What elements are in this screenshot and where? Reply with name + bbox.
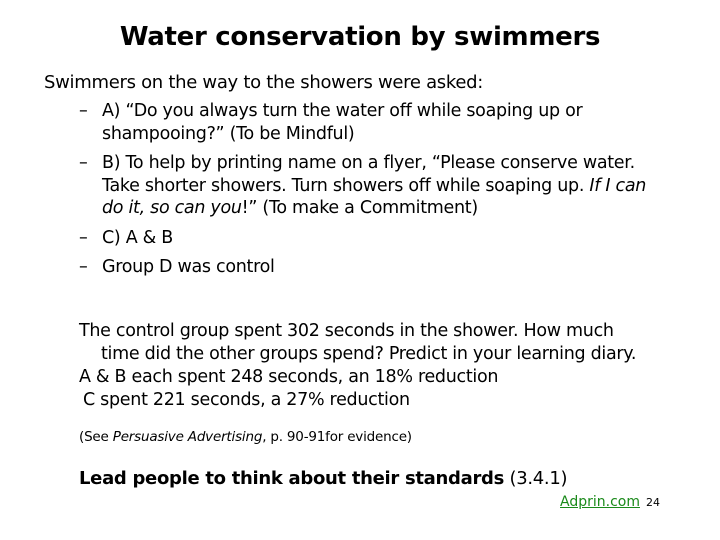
source-suffix: , p. 90-91for evidence) bbox=[262, 429, 412, 445]
item-b-line1: B) To help by printing name on a flyer, … bbox=[102, 153, 635, 173]
results-line3: A & B each spent 248 seconds, an 18% red… bbox=[79, 367, 499, 387]
bullet-dash: – bbox=[79, 101, 88, 121]
item-a-line2: shampooing?” (To be Mindful) bbox=[102, 123, 355, 144]
item-b-italic1: If I can bbox=[589, 175, 647, 196]
item-d-text: Group D was control bbox=[102, 257, 275, 277]
bullet-dash: – bbox=[79, 257, 88, 277]
condition-list: – A) “Do you always turn the water off w… bbox=[79, 100, 699, 286]
results-line1: The control group spent 302 seconds in t… bbox=[79, 321, 614, 341]
source-citation: (See Persuasive Advertising, p. 90-91for… bbox=[79, 429, 412, 445]
lead-bold-text: Lead people to think about their standar… bbox=[79, 468, 505, 489]
bullet-dash: – bbox=[79, 153, 88, 173]
source-book-title: Persuasive Advertising bbox=[112, 429, 263, 445]
bullet-dash: – bbox=[79, 227, 88, 248]
lead-ref: (3.4.1) bbox=[504, 468, 568, 489]
list-item-b: – B) To help by printing name on a flyer… bbox=[79, 152, 699, 220]
item-b-line2-text: Take shorter showers. Turn showers off w… bbox=[102, 175, 585, 196]
page-number: 24 bbox=[645, 496, 660, 509]
results-line2: time did the other groups spend? Predict… bbox=[101, 344, 637, 364]
adprin-link[interactable]: Adprin.com bbox=[560, 494, 640, 510]
slide-footer: Adprin.com 24 bbox=[560, 494, 660, 510]
item-b-line3-end: !” (To make a Commitment) bbox=[241, 198, 479, 218]
intro-text: Swimmers on the way to the showers were … bbox=[44, 72, 484, 93]
results-line4: C spent 221 seconds, a 27% reduction bbox=[83, 390, 410, 410]
item-a-line1: A) “Do you always turn the water off whi… bbox=[102, 101, 583, 121]
item-b-italic2: do it, so can you bbox=[102, 198, 242, 218]
item-c-text: C) A & B bbox=[102, 227, 173, 248]
list-item-d: – Group D was control bbox=[79, 256, 699, 279]
item-b-line3: do it, so can you!” (To make a Commitmen… bbox=[102, 197, 699, 220]
list-item-c: – C) A & B bbox=[79, 227, 699, 250]
item-b-line2: Take shorter showers. Turn showers off w… bbox=[102, 175, 699, 198]
source-prefix: (See bbox=[79, 429, 113, 445]
list-item-a: – A) “Do you always turn the water off w… bbox=[79, 100, 699, 145]
slide-title: Water conservation by swimmers bbox=[119, 22, 601, 52]
lead-statement: Lead people to think about their standar… bbox=[79, 468, 568, 489]
results-block: The control group spent 302 seconds in t… bbox=[79, 320, 699, 412]
